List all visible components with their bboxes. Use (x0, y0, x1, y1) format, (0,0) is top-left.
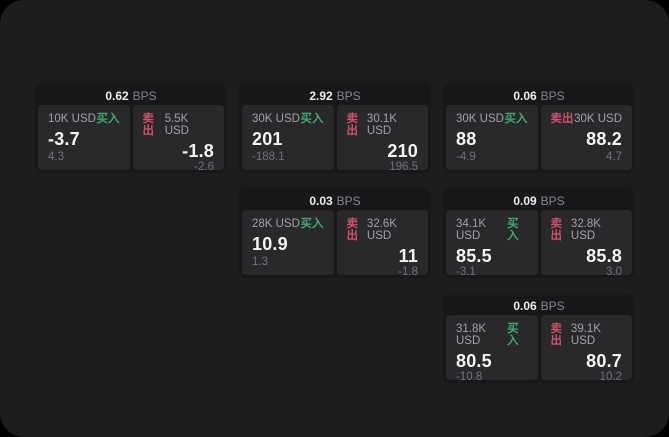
buy-price: 85.5 (456, 246, 492, 266)
bps-value: 0.62 (105, 88, 129, 103)
sell-panel[interactable]: 卖出 30.1K USD 210 196.5 (336, 105, 428, 173)
bps-unit-label: BPS (540, 298, 565, 313)
buy-amount: 34.1K USD (456, 218, 487, 242)
bps-value: 0.06 (513, 298, 537, 313)
quote-card: 2.92 BPS 30K USD 买入 201 -188.1 卖出 30.1K … (239, 83, 431, 173)
buy-amount: 31.8K USD (456, 323, 487, 347)
buy-amount: 30K USD (252, 113, 300, 125)
buy-side-label: 买入 (300, 113, 324, 125)
sell-delta: -2.6 (194, 161, 214, 173)
sell-delta: 196.5 (389, 161, 418, 173)
sell-side-label: 卖出 (550, 113, 574, 125)
sell-panel[interactable]: 卖出 32.8K USD 85.8 3.0 (540, 210, 632, 278)
sell-amount: 30K USD (574, 113, 622, 125)
buy-side-label: 买入 (300, 218, 324, 230)
buy-side-label: 买入 (96, 113, 120, 125)
bps-value: 0.06 (513, 88, 537, 103)
buy-price: 80.5 (456, 351, 492, 371)
sell-amount: 32.8K USD (570, 218, 601, 242)
sell-price: 80.7 (586, 351, 622, 371)
bps-unit-label: BPS (540, 193, 565, 208)
buy-amount: 10K USD (48, 113, 96, 125)
sell-price: 11 (398, 246, 418, 266)
buy-panel[interactable]: 30K USD 买入 201 -188.1 (242, 105, 334, 170)
buy-panel[interactable]: 30K USD 买入 88 -4.9 (446, 105, 538, 170)
buy-amount: 28K USD (252, 218, 300, 230)
quote-card: 0.03 BPS 28K USD 买入 10.9 1.3 卖出 32.6K US… (239, 188, 431, 278)
sell-side-label: 卖出 (550, 323, 563, 347)
buy-delta: -10.8 (456, 371, 483, 383)
sell-amount: 5.5K USD (164, 113, 189, 137)
card-body: 28K USD 买入 10.9 1.3 卖出 32.6K USD 11 -1.8 (242, 210, 428, 278)
sell-delta: 10.2 (599, 371, 622, 383)
card-header: 0.62 BPS (38, 86, 224, 105)
buy-panel[interactable]: 28K USD 买入 10.9 1.3 (242, 210, 334, 275)
quote-card-grid: 0.62 BPS 10K USD 买入 -3.7 4.3 卖出 5.5K USD (35, 83, 635, 383)
buy-delta: 1.3 (252, 256, 268, 268)
bps-unit-label: BPS (540, 88, 565, 103)
quote-card: 0.06 BPS 30K USD 买入 88 -4.9 卖出 30K USD (443, 83, 635, 173)
quote-card: 0.09 BPS 34.1K USD 买入 85.5 -3.1 卖出 32.8K… (443, 188, 635, 278)
buy-price: 88 (456, 129, 477, 149)
sell-panel[interactable]: 卖出 39.1K USD 80.7 10.2 (540, 315, 632, 383)
buy-delta: -4.9 (456, 151, 476, 163)
card-body: 30K USD 买入 88 -4.9 卖出 30K USD 88.2 4.7 (446, 105, 632, 170)
buy-price: 10.9 (252, 234, 288, 254)
sell-price: 210 (387, 141, 418, 161)
buy-panel[interactable]: 34.1K USD 买入 85.5 -3.1 (446, 210, 538, 278)
sell-delta: 3.0 (606, 266, 622, 278)
sell-side-label: 卖出 (346, 218, 359, 242)
bps-unit-label: BPS (132, 88, 157, 103)
sell-delta: 4.7 (606, 151, 622, 163)
card-body: 10K USD 买入 -3.7 4.3 卖出 5.5K USD -1.8 -2.… (38, 105, 224, 173)
buy-panel[interactable]: 10K USD 买入 -3.7 4.3 (38, 105, 130, 170)
buy-delta: -188.1 (252, 151, 285, 163)
buy-side-label: 买入 (504, 113, 528, 125)
quote-card: 0.62 BPS 10K USD 买入 -3.7 4.3 卖出 5.5K USD (35, 83, 227, 173)
buy-price: -3.7 (48, 129, 80, 149)
card-header: 0.09 BPS (446, 191, 632, 210)
quote-card: 0.06 BPS 31.8K USD 买入 80.5 -10.8 卖出 39.1… (443, 293, 635, 383)
sell-price: -1.8 (182, 141, 214, 161)
bps-value: 0.03 (309, 193, 333, 208)
sell-side-label: 卖出 (142, 113, 155, 137)
sell-price: 88.2 (586, 129, 622, 149)
card-body: 31.8K USD 买入 80.5 -10.8 卖出 39.1K USD 80.… (446, 315, 632, 383)
sell-amount: 30.1K USD (366, 113, 397, 137)
sell-side-label: 卖出 (550, 218, 563, 242)
card-header: 0.06 BPS (446, 296, 632, 315)
buy-panel[interactable]: 31.8K USD 买入 80.5 -10.8 (446, 315, 538, 383)
buy-delta: 4.3 (48, 151, 64, 163)
buy-price: 201 (252, 129, 283, 149)
sell-amount: 39.1K USD (570, 323, 601, 347)
sell-side-label: 卖出 (346, 113, 359, 137)
bps-unit-label: BPS (336, 193, 361, 208)
card-body: 34.1K USD 买入 85.5 -3.1 卖出 32.8K USD 85.8… (446, 210, 632, 278)
buy-delta: -3.1 (456, 266, 476, 278)
sell-panel[interactable]: 卖出 32.6K USD 11 -1.8 (336, 210, 428, 278)
bps-unit-label: BPS (336, 88, 361, 103)
sell-panel[interactable]: 卖出 30K USD 88.2 4.7 (540, 105, 632, 170)
card-header: 0.03 BPS (242, 191, 428, 210)
sell-delta: -1.8 (398, 266, 418, 278)
sell-panel[interactable]: 卖出 5.5K USD -1.8 -2.6 (132, 105, 224, 173)
card-body: 30K USD 买入 201 -188.1 卖出 30.1K USD 210 1… (242, 105, 428, 173)
bps-value: 2.92 (309, 88, 333, 103)
sell-amount: 32.6K USD (366, 218, 397, 242)
buy-side-label: 买入 (507, 323, 519, 347)
card-header: 2.92 BPS (242, 86, 428, 105)
buy-side-label: 买入 (507, 218, 519, 242)
bps-value: 0.09 (513, 193, 537, 208)
card-header: 0.06 BPS (446, 86, 632, 105)
buy-amount: 30K USD (456, 113, 504, 125)
sell-price: 85.8 (586, 246, 622, 266)
